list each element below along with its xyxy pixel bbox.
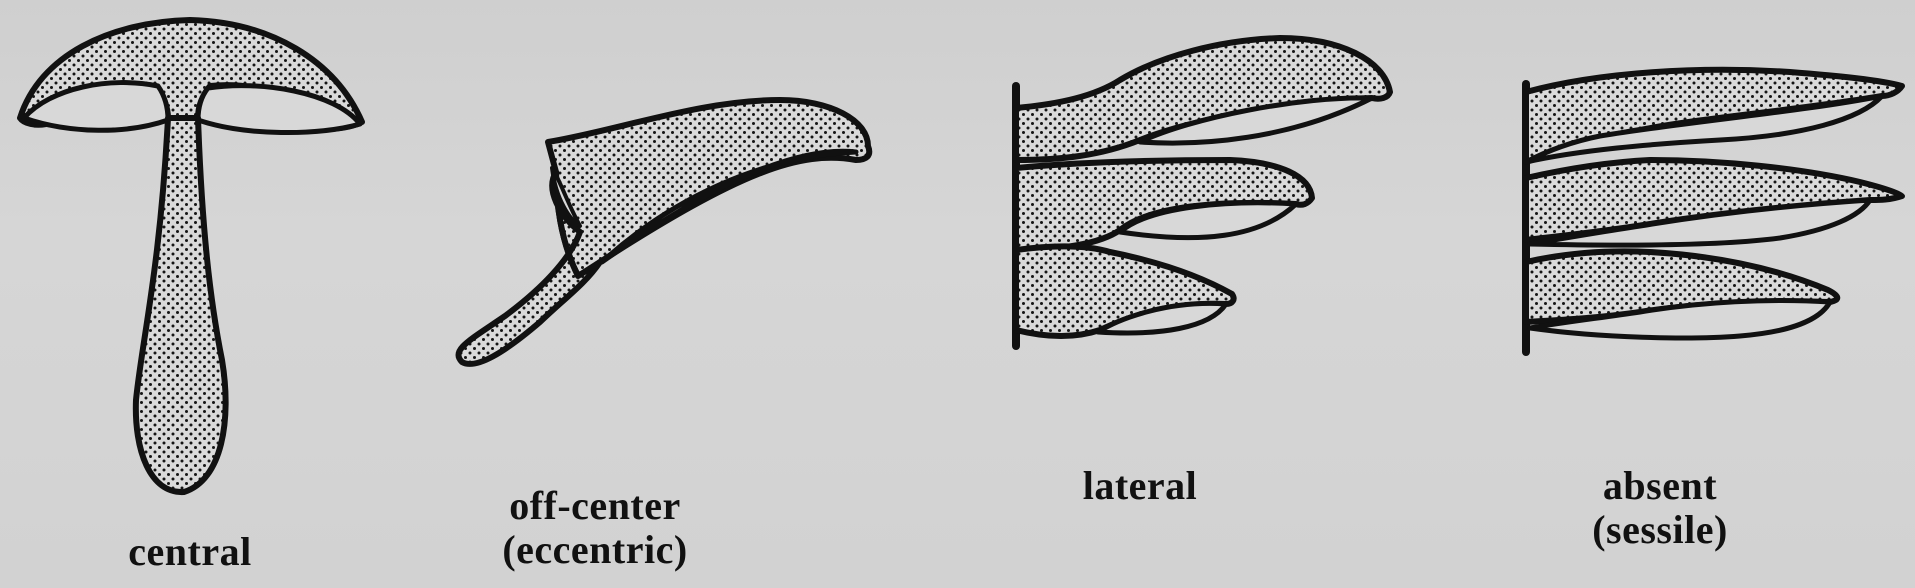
lateral-gill-top [1137, 95, 1375, 146]
sessile-gill-bottom [1527, 297, 1833, 341]
label-absent-line1: absent [1602, 463, 1718, 508]
central-mushroom [17, 17, 365, 496]
label-offcenter: off-center (eccentric) [470, 484, 720, 572]
offcenter-stalk [455, 169, 603, 367]
sessile-mushrooms [1522, 66, 1905, 356]
sessile-gill-middle [1527, 197, 1873, 248]
label-offcenter-line2: (eccentric) [502, 527, 688, 572]
label-absent: absent (sessile) [1560, 464, 1760, 552]
lateral-cap-bottom [1013, 243, 1237, 340]
offcenter-mushroom [455, 97, 873, 367]
lateral-gill-bottom [1095, 300, 1229, 336]
label-lateral: lateral [1050, 464, 1230, 508]
lateral-gill-middle [1117, 200, 1299, 241]
lateral-cap-middle [1013, 157, 1315, 253]
lateral-mushrooms [1012, 35, 1393, 350]
offcenter-small-gill [550, 166, 582, 228]
label-lateral-text: lateral [1082, 463, 1198, 508]
central-gill-left [21, 80, 171, 133]
label-central: central [100, 530, 280, 574]
central-stalk [132, 115, 229, 496]
label-absent-line2: (sessile) [1592, 507, 1728, 552]
label-offcenter-line1: off-center [509, 483, 681, 528]
sessile-gill-top [1523, 93, 1885, 165]
central-gill-right [195, 83, 363, 136]
label-central-text: central [128, 529, 252, 574]
